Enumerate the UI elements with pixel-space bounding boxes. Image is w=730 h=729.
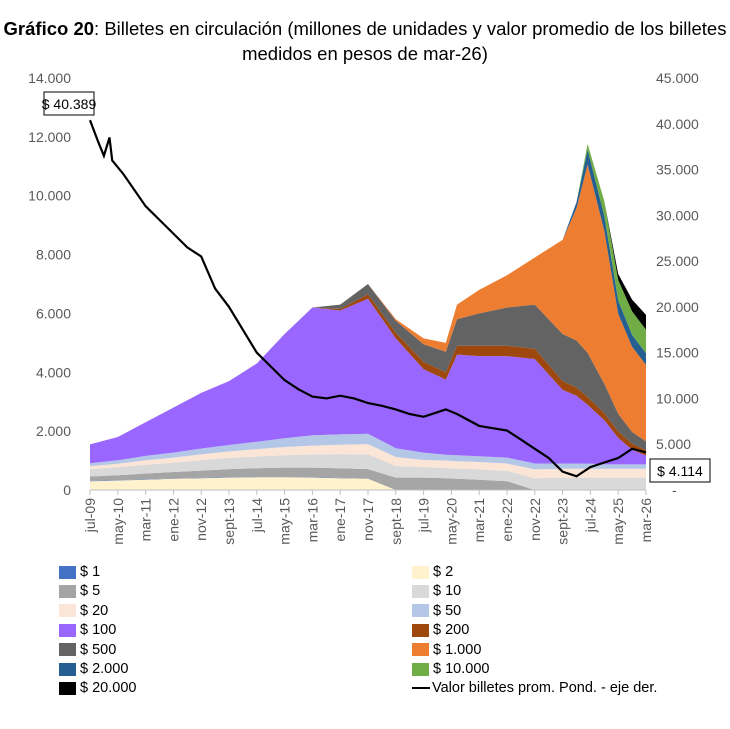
x-tick-label: may-20: [443, 498, 459, 545]
legend-label: Valor billetes prom. Pond. - eje der.: [432, 680, 657, 696]
x-tick-label: mar-21: [471, 498, 487, 543]
y-left-tick-label: 0: [63, 482, 71, 498]
legend-item: $ 2.000: [59, 660, 128, 678]
legend-swatch: [412, 585, 429, 598]
legend-swatch: [59, 643, 76, 656]
y-right-tick-label: 35.000: [656, 162, 699, 178]
annotation-label: $ 40.389: [42, 96, 97, 112]
x-tick-label: mar-26: [638, 498, 654, 543]
legend-item: $ 20.000: [59, 679, 136, 697]
x-tick-label: nov-22: [527, 498, 543, 541]
legend-item: $ 50: [412, 602, 461, 620]
x-tick-label: sept-23: [555, 498, 571, 545]
legend-swatch: [412, 604, 429, 617]
legend-swatch: [412, 624, 429, 637]
y-right-tick-label: -: [672, 482, 677, 498]
y-right-tick-label: 20.000: [656, 299, 699, 315]
legend-label: $ 100: [80, 622, 116, 638]
legend-swatch: [59, 663, 76, 676]
legend-item: $ 500: [59, 641, 116, 659]
x-tick-label: mar-11: [138, 498, 154, 542]
legend-label: $ 20: [80, 603, 108, 619]
legend-label: $ 2.000: [80, 661, 128, 677]
legend-item: $ 20: [59, 602, 108, 620]
legend-swatch: [59, 566, 76, 579]
y-left-tick-label: 2.000: [36, 423, 71, 439]
legend-label: $ 10.000: [433, 661, 489, 677]
y-right-tick-label: 40.000: [656, 116, 699, 132]
y-right-tick-label: 30.000: [656, 207, 699, 223]
x-tick-label: jul-14: [249, 498, 265, 533]
legend-swatch: [59, 682, 76, 695]
x-tick-label: nov-12: [193, 498, 209, 541]
legend-label: $ 2: [433, 564, 453, 580]
legend-label: $ 50: [433, 603, 461, 619]
legend-item: $ 100: [59, 621, 116, 639]
legend-item: $ 5: [59, 582, 100, 600]
x-tick-label: mar-16: [304, 498, 320, 543]
legend-line-swatch: [412, 687, 430, 689]
x-tick-label: jul-19: [416, 498, 432, 533]
y-left-tick-label: 14.000: [28, 70, 71, 86]
legend-item: $ 10.000: [412, 660, 489, 678]
x-tick-label: ene-22: [499, 498, 515, 542]
legend-item: $ 200: [412, 621, 469, 639]
y-left-tick-label: 4.000: [36, 364, 71, 380]
x-tick-label: jul-09: [82, 498, 98, 533]
legend-item: $ 10: [412, 582, 461, 600]
y-left-tick-label: 6.000: [36, 305, 71, 321]
legend-label: $ 20.000: [80, 680, 136, 696]
legend-label: $ 10: [433, 583, 461, 599]
x-tick-label: jul-24: [582, 498, 598, 533]
legend-item: $ 1: [59, 563, 100, 581]
legend-swatch: [59, 624, 76, 637]
legend-swatch: [59, 604, 76, 617]
y-right-tick-label: 10.000: [656, 390, 699, 406]
y-left-tick-label: 8.000: [36, 247, 71, 263]
y-right-tick-label: 5.000: [656, 436, 691, 452]
legend-item: $ 1.000: [412, 641, 481, 659]
x-tick-label: may-15: [277, 498, 293, 545]
x-tick-label: ene-17: [332, 498, 348, 542]
x-tick-label: ene-12: [165, 498, 181, 542]
legend-label: $ 1: [80, 564, 100, 580]
legend-swatch: [412, 643, 429, 656]
legend-swatch: [412, 566, 429, 579]
legend-swatch: [412, 663, 429, 676]
legend-label: $ 1.000: [433, 642, 481, 658]
x-tick-label: nov-17: [360, 498, 376, 541]
y-right-tick-label: 45.000: [656, 70, 699, 86]
legend-item: Valor billetes prom. Pond. - eje der.: [412, 679, 657, 697]
x-tick-label: sept-18: [388, 498, 404, 545]
y-right-tick-label: 25.000: [656, 253, 699, 269]
legend-label: $ 200: [433, 622, 469, 638]
y-left-tick-label: 10.000: [28, 188, 71, 204]
y-left-tick-label: 12.000: [28, 129, 71, 145]
legend-label: $ 500: [80, 642, 116, 658]
legend-label: $ 5: [80, 583, 100, 599]
legend-swatch: [59, 585, 76, 598]
y-right-tick-label: 15.000: [656, 345, 699, 361]
x-tick-label: sept-13: [221, 498, 237, 545]
annotation-label: $ 4.114: [657, 463, 703, 479]
x-tick-label: may-25: [610, 498, 626, 545]
legend-item: $ 2: [412, 563, 453, 581]
x-tick-label: may-10: [110, 498, 126, 545]
chart: jul-09 may-10 mar-11 ene-12 nov-12 sept-13 jul…: [0, 0, 730, 729]
